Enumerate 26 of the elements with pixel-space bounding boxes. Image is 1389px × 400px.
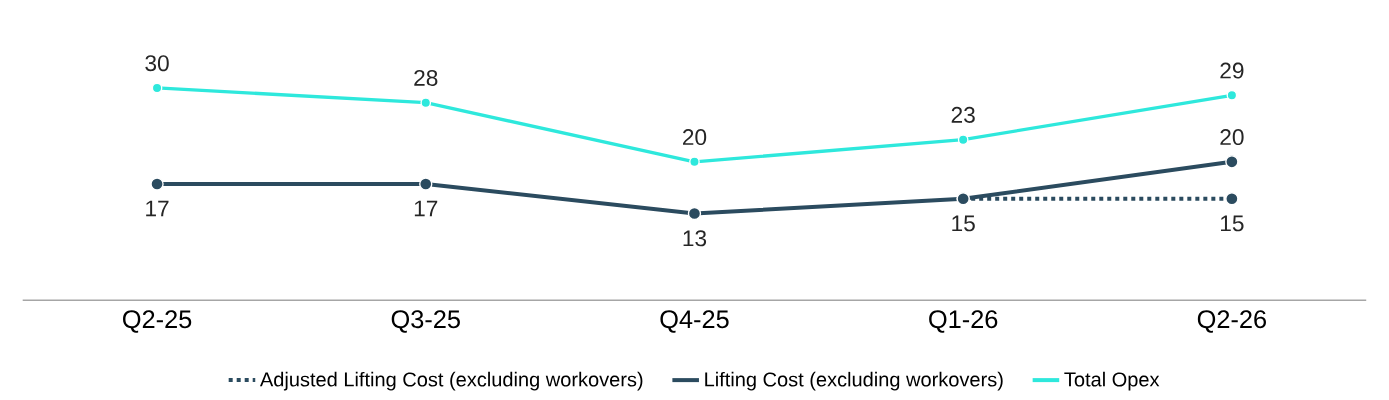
point [1225, 191, 1239, 206]
data-label: 28 [414, 69, 438, 86]
point [687, 206, 702, 221]
x-tick-label: Q3-25 [391, 310, 460, 333]
data-label: 20 [1220, 128, 1244, 145]
data-label: 13 [683, 230, 707, 247]
legend-label: Total Opex [1064, 371, 1160, 391]
x-tick-label: Q2-25 [123, 310, 192, 333]
x-tick-label: Q4-25 [660, 310, 729, 333]
data-label: 15 [1220, 215, 1244, 232]
point [420, 97, 432, 108]
x-tick-label: Q1-26 [929, 310, 998, 333]
x-tick-label: Q2-26 [1197, 310, 1266, 333]
point [1225, 155, 1239, 169]
point [957, 134, 969, 145]
data-label: 17 [146, 200, 169, 217]
data-label: 30 [145, 55, 169, 72]
legend-label: Lifting Cost (excluding workovers) [705, 371, 1003, 391]
data-label: 23 [951, 106, 975, 123]
data-label: 29 [1220, 62, 1244, 79]
data-label: 17 [414, 200, 438, 217]
legend-label: Adjusted Lifting Cost (excluding workovers) [259, 371, 643, 391]
data-label: 15 [952, 215, 975, 232]
point [419, 177, 433, 191]
data-label: 20 [683, 128, 707, 145]
point [150, 177, 164, 191]
